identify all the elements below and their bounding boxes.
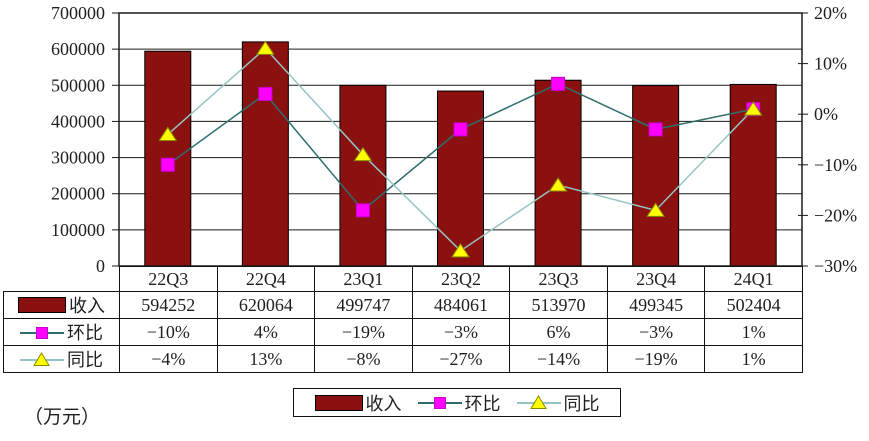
qoq-row-header: 环比 xyxy=(3,318,120,346)
table-row-qoq: 环比 −10% 4% −19% −3% 6% −3% 1% xyxy=(3,318,803,346)
revenue-bar-swatch xyxy=(18,297,66,313)
right-axis-tick-label: −30% xyxy=(814,256,857,276)
yoy-value: −4% xyxy=(119,345,218,373)
left-axis-tick-label: 400000 xyxy=(51,111,105,131)
right-axis-tick-label: 10% xyxy=(814,54,847,74)
category-label: 23Q3 xyxy=(509,266,608,292)
revenue-bar-23Q4 xyxy=(632,85,680,267)
left-axis-tick-label: 0 xyxy=(96,256,105,276)
revenue-bar-22Q4 xyxy=(241,41,289,267)
revenue-value: 502404 xyxy=(704,291,803,319)
qoq-line-swatch xyxy=(20,325,64,340)
chart-legend: 收入 环比 同比 xyxy=(293,388,621,417)
triangle-marker-icon xyxy=(451,242,470,258)
legend-label-revenue: 收入 xyxy=(365,393,402,414)
qoq-value: 6% xyxy=(509,318,608,346)
revenue-bars xyxy=(144,41,777,267)
square-marker-icon xyxy=(433,397,446,409)
revenue-row-header: 收入 xyxy=(3,291,120,319)
category-label: 22Q3 xyxy=(119,266,218,292)
revenue-bar-23Q1 xyxy=(339,84,387,267)
category-label: 23Q4 xyxy=(606,266,706,292)
qoq-value: −19% xyxy=(314,318,413,346)
yoy-markers xyxy=(158,40,763,258)
yoy-row-header: 同比 xyxy=(3,345,120,373)
qoq-value: 4% xyxy=(216,318,316,346)
square-marker-icon xyxy=(648,122,663,137)
right-axis: 20% 10% 0% −10% −20% −30% xyxy=(798,3,857,276)
left-axis: 700000 600000 500000 400000 300000 200000 1000… xyxy=(51,3,119,276)
revenue-bar-swatch xyxy=(314,394,363,411)
yoy-row-header-content: 同比 xyxy=(5,347,119,372)
left-axis-tick-label: 700000 xyxy=(51,3,105,23)
category-label: 22Q4 xyxy=(216,266,316,292)
revenue-row-label: 收入 xyxy=(69,296,105,316)
qoq-row-label: 环比 xyxy=(67,323,103,343)
triangle-marker-icon xyxy=(646,202,666,217)
triangle-marker-icon xyxy=(743,101,763,116)
left-axis-tick-label: 600000 xyxy=(51,39,105,59)
square-marker-icon xyxy=(160,157,175,172)
yoy-value: 1% xyxy=(704,345,803,373)
left-axis-tick-label: 500000 xyxy=(51,75,105,95)
legend-label-qoq: 环比 xyxy=(464,393,501,414)
right-axis-tick-label: 20% xyxy=(814,3,847,23)
triangle-marker-icon xyxy=(353,146,373,162)
yoy-value: −14% xyxy=(509,345,608,373)
legend-item-qoq: 环比 xyxy=(417,390,501,416)
table-row-revenue: 收入 594252 620064 499747 484061 513970 499345 50… xyxy=(3,291,803,319)
legend-label-yoy: 同比 xyxy=(563,393,600,414)
category-label: 23Q1 xyxy=(314,266,413,292)
unit-label: （万元） xyxy=(24,407,101,428)
qoq-value: 1% xyxy=(704,318,803,346)
square-marker-icon xyxy=(355,203,370,218)
legend-item-revenue: 收入 xyxy=(314,390,402,416)
revenue-value: 594252 xyxy=(119,291,218,319)
table-row-yoy: 同比 −4% 13% −8% −27% −14% −19% 1% xyxy=(3,345,803,373)
category-label: 24Q1 xyxy=(704,266,803,292)
triangle-marker-icon xyxy=(548,177,568,192)
yoy-line-swatch xyxy=(20,351,64,367)
qoq-value: −10% xyxy=(119,318,218,346)
right-axis-tick-label: −20% xyxy=(814,205,857,225)
yoy-row-label: 同比 xyxy=(67,350,103,370)
left-axis-tick-label: 100000 xyxy=(51,220,105,240)
revenue-value: 620064 xyxy=(216,291,316,319)
triangle-marker-icon xyxy=(255,40,275,55)
revenue-value: 499345 xyxy=(606,291,706,319)
right-axis-tick-label: −10% xyxy=(814,155,857,175)
revenue-bar-23Q2 xyxy=(437,90,484,267)
yoy-line-swatch xyxy=(516,395,561,410)
yoy-value: −27% xyxy=(411,345,511,373)
square-marker-icon xyxy=(36,326,48,339)
revenue-value: 499747 xyxy=(314,291,413,319)
triangle-marker-icon xyxy=(33,351,50,366)
category-row: 22Q3 22Q4 23Q1 23Q2 23Q3 23Q4 24Q1 xyxy=(4,266,803,292)
triangle-marker-icon xyxy=(529,395,547,409)
yoy-value: −19% xyxy=(606,345,706,373)
left-axis-tick-label: 300000 xyxy=(51,148,105,168)
triangle-marker-icon xyxy=(158,126,178,141)
yoy-value: 13% xyxy=(216,345,316,373)
left-axis-tick-label: 200000 xyxy=(51,184,105,204)
square-marker-icon xyxy=(258,86,273,101)
qoq-value: −3% xyxy=(411,318,511,346)
qoq-line-swatch xyxy=(417,395,462,410)
revenue-row-header-content: 收入 xyxy=(5,293,119,318)
revenue-value: 484061 xyxy=(411,291,511,319)
square-marker-icon xyxy=(551,76,566,91)
corner-cell xyxy=(4,267,120,292)
right-axis-tick-label: 0% xyxy=(814,104,838,124)
data-table: 22Q3 22Q4 23Q1 23Q2 23Q3 23Q4 24Q1 收入 594252 6200… xyxy=(3,266,803,373)
yoy-value: −8% xyxy=(314,345,413,373)
square-marker-icon xyxy=(453,122,468,137)
legend-item-yoy: 同比 xyxy=(516,390,600,416)
qoq-row-header-content: 环比 xyxy=(5,320,119,345)
qoq-value: −3% xyxy=(606,318,706,346)
revenue-bar-23Q3 xyxy=(534,79,582,267)
category-label: 23Q2 xyxy=(411,266,511,292)
revenue-value: 513970 xyxy=(509,291,608,319)
